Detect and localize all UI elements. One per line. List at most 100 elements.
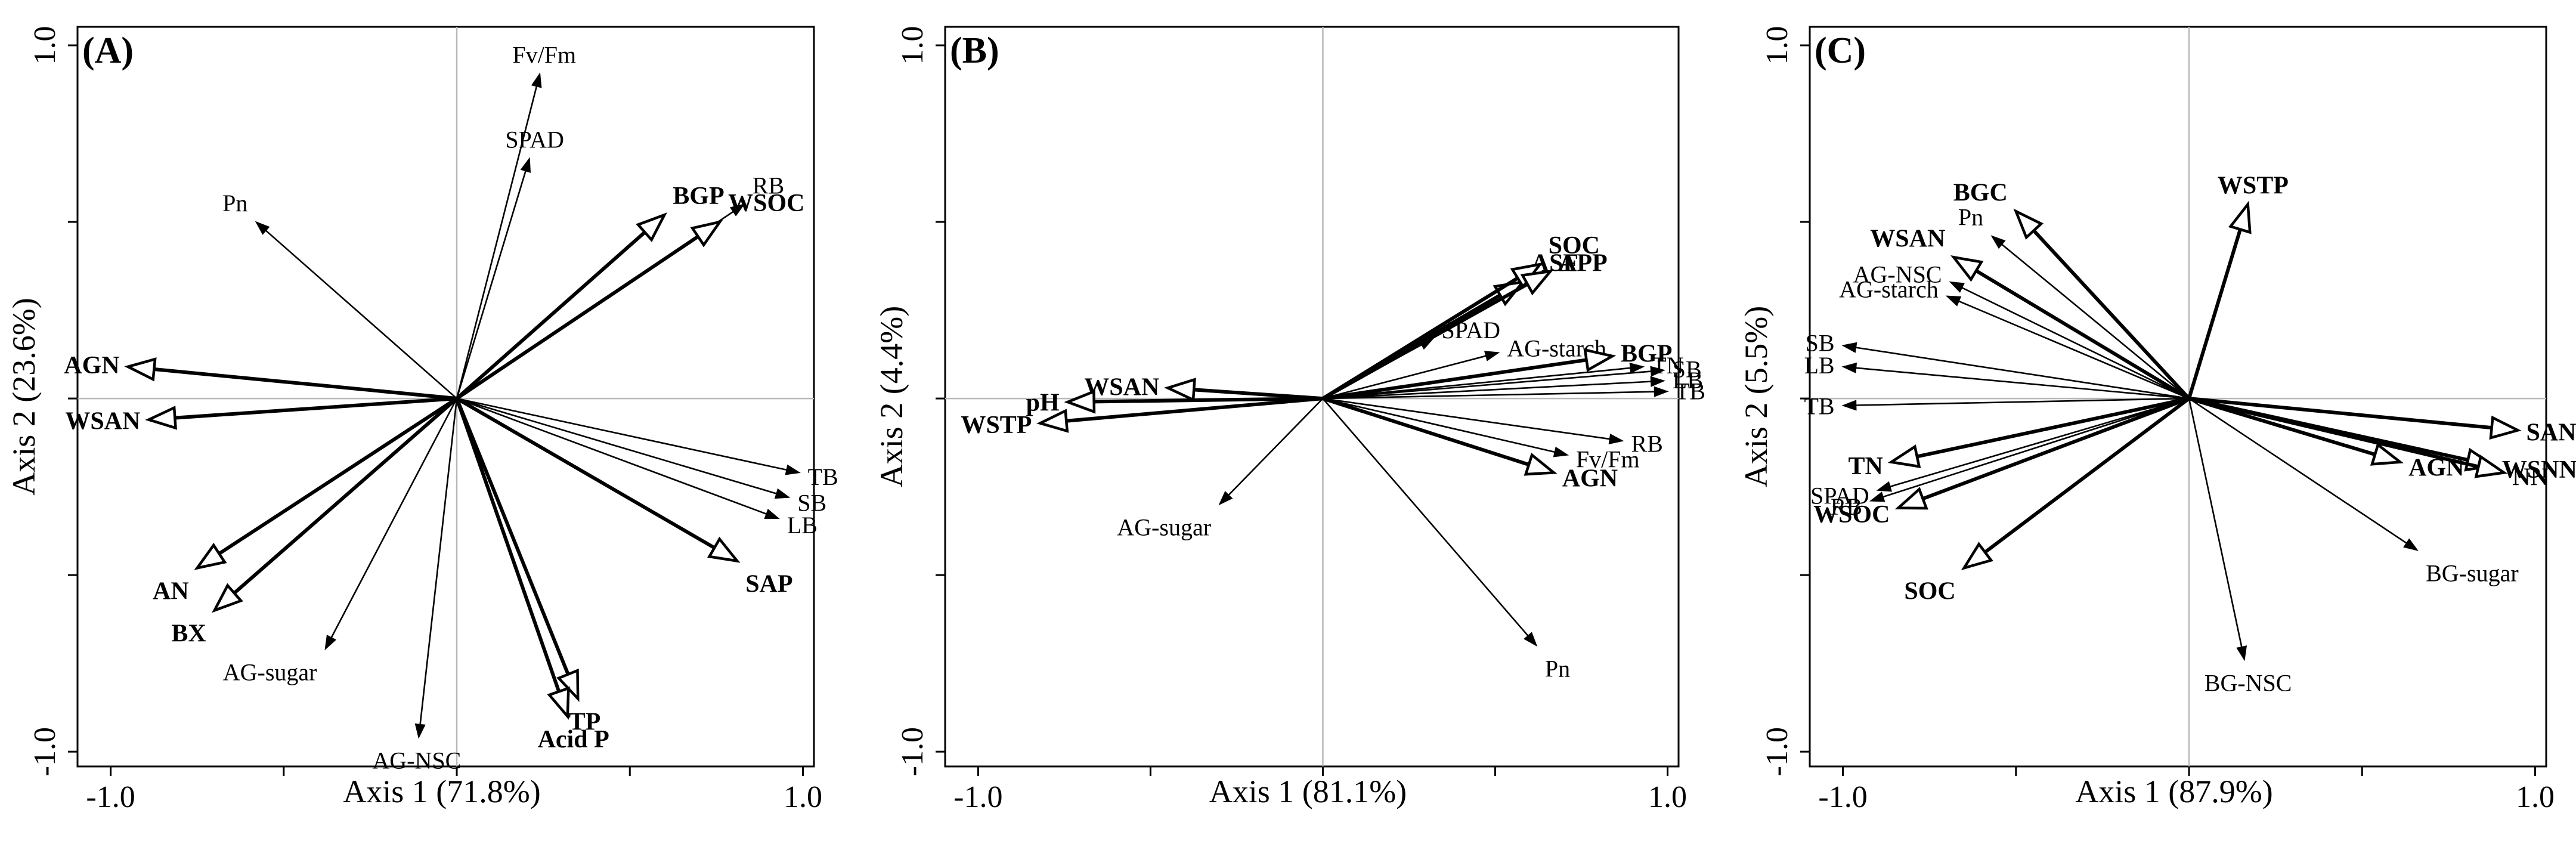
vector-wsoc: WSOC [1813,397,2190,528]
vector-label: LB [1804,352,1834,379]
vector-label: WSOC [728,190,804,217]
vector-arrowhead [1164,378,1196,402]
vector-label: APP [1559,249,1608,277]
vector-arrowhead [1869,491,1885,502]
y-tick-label-max: 1.0 [896,26,930,65]
vector-tb: TB [456,397,838,490]
x-axis-title: Axis 1 (81.1%) [1209,774,1407,809]
vector-arrowhead [1218,491,1233,506]
vector-ag-starch: AG-starch [1839,276,2190,400]
vector-wsoc: WSOC [456,190,805,400]
vector-shaft [1323,370,1651,400]
vector-arrowhead [1524,452,1558,476]
vector-arrowhead [2236,645,2247,661]
y-tick-label-min: -1.0 [896,727,930,776]
vector-shaft [1984,397,2190,554]
vector-arrowhead [2013,208,2044,240]
vector-shaft [456,231,646,400]
vector-shaft [2001,243,2190,400]
vector-label: BX [171,620,206,647]
vector-shaft [2188,398,2407,544]
vector-shaft [1323,397,1555,453]
vector-label: pH [1026,389,1060,416]
vector-pn: Pn [1958,204,2190,400]
vector-shaft [2032,229,2191,400]
vector-arrowhead [1841,400,1857,411]
x-axis-title: Axis 1 (87.9%) [2075,774,2272,809]
vector-wstp: WSTP [2187,172,2289,399]
vector-shaft [1961,287,2190,400]
vector-tb: TB [1323,378,1705,405]
vector-lb: LB [456,397,818,539]
x-axis-title: Axis 1 (71.8%) [343,774,540,809]
vector-label: AG-NSC [372,747,461,774]
vector-lb: LB [1323,367,1703,400]
y-tick-label-max: 1.0 [1760,26,1794,65]
vector-soc: SOC [1904,397,2190,605]
vector-bgp: BGP [1323,341,1672,401]
vector-label: BG-NSC [2205,669,2292,696]
vector-shaft [1323,381,1651,400]
vector-label: Pn [1958,204,1983,231]
panel-a: -1.0 1.0 -1.0 1.0 Axis 1 (71.8%) Axis 2 (23.6… [6,26,838,814]
vector-shaft [1323,391,1655,400]
vector-shaft [175,397,457,420]
vector-arrowhead [1553,446,1569,457]
vector-label: TP [569,708,601,735]
vector-wsan: WSAN [1084,373,1323,402]
vector-arrowhead [785,464,801,475]
vector-label: AN [153,577,189,605]
vector-nn: NN [2188,397,2549,491]
vector-shaft [1323,355,1487,400]
x-tick-label-min: -1.0 [86,780,135,814]
vector-soc: SOC [1321,232,1600,400]
vector-label: AG-starch [1839,276,1939,303]
vector-arrowhead [1654,386,1669,397]
vector-label: AG-sugar [1117,514,1211,541]
plot-frame [76,26,815,768]
vector-wsan: WSAN [1870,225,2190,400]
vector-label: AGN [1562,465,1618,493]
vector-ag-nsc: AG-NSC [1853,261,2190,400]
vector-arrowhead [1520,269,1554,296]
vector-tn: TN [1323,352,1683,400]
x-tick-label-min: -1.0 [1818,780,1867,814]
vector-arrowhead [414,723,426,739]
vector-ph: pH [1026,389,1323,416]
vector-sb: SB [456,397,826,516]
vector-agn: AGN [64,352,457,401]
vector-bx: BX [171,397,458,647]
vector-arrowhead [764,508,780,520]
vector-label: Pn [1545,656,1570,682]
y-tick-label-max: 1.0 [28,26,62,65]
vector-san: SAN [2188,397,2576,446]
vector-label: NN [2512,463,2549,491]
vector-label: SB [797,489,826,516]
vector-label: SB [1673,355,1702,382]
vector-pn: Pn [222,190,457,400]
vector-sb: SB [1323,355,1702,400]
vector-arrowhead [2370,442,2404,466]
vector-shaft [2188,397,2479,469]
vector-shaft [1323,367,1631,400]
vector-arrowhead [1650,376,1665,387]
vector-arrowhead [1484,351,1500,361]
vector-tb: TB [1804,393,2190,420]
vector-arrowhead [1841,342,1857,353]
vector-arrowhead [531,72,542,88]
x-tick-label-max: 1.0 [2516,780,2555,814]
vector-arrowhead [1945,295,1962,307]
vector-arrowhead [1950,255,1984,282]
vector-label: SPAD [1810,483,1869,509]
vector-shaft [1322,344,1422,400]
vector-shaft [456,397,777,494]
vector-shaft [456,171,527,399]
vector-shaft [419,398,458,725]
vector-shaft [218,397,458,555]
vector-lb: LB [1804,352,2190,400]
vector-shaft [1922,397,2190,500]
vector-shaft [456,86,538,399]
vector-label: SAP [745,570,792,598]
vector-an: AN [153,397,458,605]
